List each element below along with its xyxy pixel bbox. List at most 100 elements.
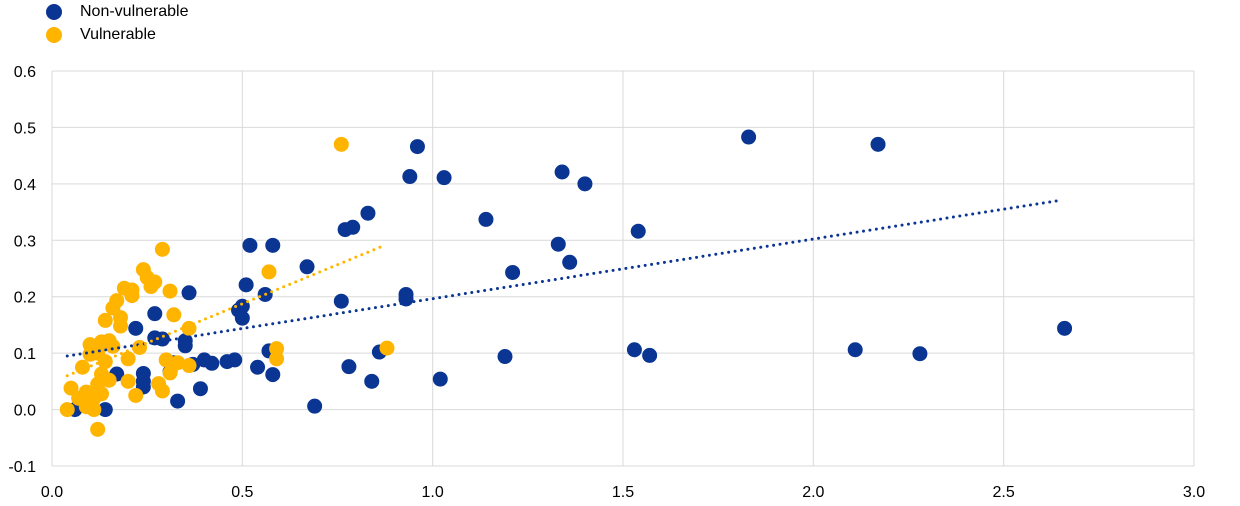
data-points (59, 129, 1073, 437)
point-vulnerable (128, 387, 144, 403)
legend-label-non-vulnerable: Non-vulnerable (80, 2, 189, 20)
point-non-vulnerable (360, 205, 376, 221)
point-non-vulnerable (250, 359, 266, 375)
point-non-vulnerable (135, 373, 151, 389)
point-non-vulnerable (97, 402, 113, 418)
legend-item-non-vulnerable: Non-vulnerable (46, 0, 189, 23)
point-vulnerable (109, 293, 125, 309)
point-non-vulnerable (299, 259, 315, 275)
point-vulnerable (86, 402, 102, 418)
x-tick-label: 2.5 (993, 484, 1015, 501)
x-tick-label: 0.5 (231, 484, 253, 501)
point-non-vulnerable (550, 236, 566, 252)
point-non-vulnerable (345, 219, 361, 235)
point-non-vulnerable (1057, 320, 1073, 336)
point-non-vulnerable (147, 306, 163, 322)
point-non-vulnerable (242, 237, 258, 253)
point-vulnerable (120, 351, 136, 367)
point-vulnerable (124, 282, 140, 298)
point-non-vulnerable (307, 398, 323, 414)
x-tick-label: 3.0 (1183, 484, 1205, 501)
point-non-vulnerable (265, 367, 281, 383)
point-non-vulnerable (333, 293, 349, 309)
y-tick-label: -0.1 (8, 459, 36, 476)
point-non-vulnerable (478, 211, 494, 227)
legend-marker-vulnerable (46, 26, 62, 43)
series-non-vulnerable (67, 129, 1073, 418)
point-vulnerable (97, 312, 113, 328)
point-non-vulnerable (227, 352, 243, 368)
y-tick-label: 0.3 (14, 233, 36, 250)
point-vulnerable (170, 355, 186, 371)
point-non-vulnerable (912, 346, 928, 362)
x-tick-label: 2.0 (802, 484, 824, 501)
point-non-vulnerable (265, 237, 281, 253)
point-vulnerable (181, 358, 197, 374)
point-non-vulnerable (554, 164, 570, 180)
point-vulnerable (158, 352, 174, 368)
point-vulnerable (101, 372, 117, 388)
point-non-vulnerable (642, 347, 658, 363)
trendlines (65, 198, 1063, 378)
point-non-vulnerable (562, 254, 578, 270)
point-vulnerable (333, 136, 349, 152)
point-vulnerable (113, 318, 129, 334)
legend-marker-non-vulnerable (46, 3, 62, 20)
y-tick-label: 0.5 (14, 120, 36, 137)
y-tick-label: 0.2 (14, 290, 36, 307)
point-non-vulnerable (154, 331, 170, 347)
y-tick-label: 0.0 (14, 403, 36, 420)
point-non-vulnerable (626, 342, 642, 358)
point-non-vulnerable (238, 277, 254, 293)
trendline-non-vulnerable (65, 198, 1063, 358)
point-vulnerable (261, 264, 277, 280)
point-non-vulnerable (192, 381, 208, 397)
point-non-vulnerable (204, 355, 220, 371)
trendline-vulnerable (65, 244, 385, 378)
tick-labels: -0.1 0.0 0.1 0.2 0.3 0.4 0.5 0.6 0.0 0.5 1.0 1.5 2.0… (8, 64, 1205, 501)
x-tick-label: 1.0 (422, 484, 444, 501)
point-non-vulnerable (364, 373, 380, 389)
point-non-vulnerable (234, 298, 250, 314)
y-tick-label: 0.6 (14, 64, 36, 81)
point-non-vulnerable (341, 359, 357, 375)
point-non-vulnerable (870, 136, 886, 152)
grid (51, 70, 1195, 467)
point-non-vulnerable (577, 176, 593, 192)
point-vulnerable (166, 307, 182, 323)
legend-item-vulnerable: Vulnerable (46, 23, 189, 46)
series-vulnerable (59, 136, 395, 437)
point-vulnerable (97, 354, 113, 370)
point-non-vulnerable (497, 349, 513, 365)
point-vulnerable (147, 274, 163, 290)
point-vulnerable (154, 241, 170, 257)
point-vulnerable (379, 340, 395, 356)
point-non-vulnerable (402, 169, 418, 185)
y-tick-label: 0.4 (14, 177, 36, 194)
legend-label-vulnerable: Vulnerable (80, 25, 156, 43)
point-non-vulnerable (234, 310, 250, 326)
point-vulnerable (59, 402, 75, 418)
y-tick-label: 0.1 (14, 346, 36, 363)
point-vulnerable (90, 421, 106, 437)
legend: Non-vulnerable Vulnerable (46, 0, 189, 46)
point-vulnerable (162, 283, 178, 299)
point-non-vulnerable (409, 139, 425, 155)
point-non-vulnerable (170, 393, 186, 409)
point-non-vulnerable (630, 223, 646, 239)
point-vulnerable (105, 338, 121, 354)
point-non-vulnerable (505, 264, 521, 280)
point-vulnerable (269, 351, 285, 367)
point-vulnerable (120, 373, 136, 389)
point-non-vulnerable (181, 285, 197, 301)
point-vulnerable (93, 386, 109, 402)
point-non-vulnerable (432, 371, 448, 387)
point-non-vulnerable (847, 342, 863, 358)
x-tick-label: 0.0 (41, 484, 63, 501)
point-non-vulnerable (128, 320, 144, 336)
point-vulnerable (74, 359, 90, 375)
x-tick-label: 1.5 (612, 484, 634, 501)
point-non-vulnerable (741, 129, 757, 145)
point-vulnerable (154, 383, 170, 399)
